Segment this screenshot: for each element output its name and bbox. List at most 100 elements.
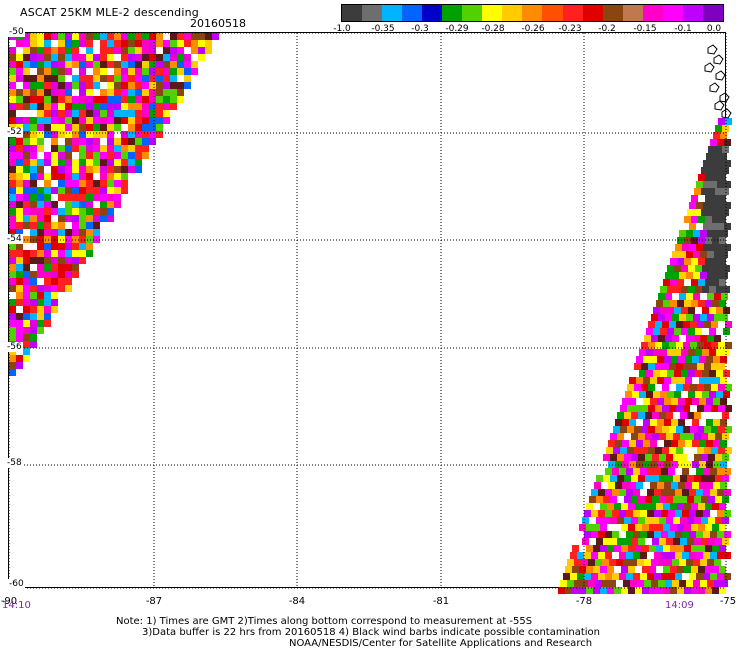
swath-cell [23,131,30,138]
swath-cell [710,510,717,517]
swath-cell [114,166,121,173]
swath-cell [51,110,58,117]
swath-cell [710,202,717,209]
swath-cell [641,447,648,454]
swath-cell [79,159,86,166]
color-scale-swatch [582,5,603,21]
swath-cell [652,517,659,524]
swath-cell [689,531,696,538]
color-scale-swatch [422,5,443,21]
swath-cell [16,110,23,117]
swath-cell [667,265,674,272]
swath-cell [30,117,37,124]
swath-cell [680,433,687,440]
swath-cell [107,187,114,194]
swath-cell [93,222,100,229]
swath-cell [668,489,675,496]
swath-cell [609,559,616,566]
swath-cell [681,349,688,356]
swath-cell [9,159,16,166]
swath-cell [657,440,664,447]
swath-cell [65,117,72,124]
swath-cell [666,538,673,545]
swath-cell [655,342,662,349]
swath-cell [44,75,51,82]
swath-cell [44,313,51,320]
swath-cell [114,138,121,145]
swath-cell [65,271,72,278]
swath-cell [694,412,701,419]
swath-cell [23,327,30,334]
swath-cell [696,202,703,209]
swath-cell [16,362,23,369]
swath-cell [652,412,659,419]
swath-cell [100,222,107,229]
swath-cell [107,166,114,173]
swath-cell [707,580,714,587]
swath-cell [100,152,107,159]
swath-cell [707,335,714,342]
swath-cell [149,89,156,96]
swath-cell [684,279,691,286]
swath-cell [135,152,142,159]
swath-cell [170,40,177,47]
swath-cell [86,152,93,159]
swath-cell [658,293,665,300]
swath-cell [631,433,638,440]
color-scale-label: -0.2 [598,24,616,34]
swath-cell [663,524,670,531]
swath-cell [640,573,647,580]
swath-cell [51,75,58,82]
swath-cell [72,264,79,271]
swath-cell [184,54,191,61]
swath-cell [9,40,16,47]
swath-cell [72,33,79,40]
swath-cell [72,131,79,138]
swath-cell [710,468,717,475]
swath-cell [107,180,114,187]
swath-cell [626,573,633,580]
swath-cell [23,285,30,292]
swath-cell [79,257,86,264]
swath-cell [724,531,731,538]
swath-cell [44,243,51,250]
swath-cell [65,138,72,145]
swath-cell [617,475,624,482]
swath-cell [704,426,711,433]
swath-cell [30,124,37,131]
swath-cell [65,194,72,201]
color-scale-label: -0.28 [481,24,505,34]
swath-cell [701,188,708,195]
swath-cell [666,517,673,524]
swath-cell [702,391,709,398]
swath-cell [698,216,705,223]
swath-cell [100,117,107,124]
swath-cell [612,552,619,559]
swath-cell [16,82,23,89]
swath-cell [679,251,686,258]
swath-cell [44,145,51,152]
swath-cell [707,251,714,258]
swath-cell [619,468,626,475]
swath-cell [635,566,642,573]
swath-cell [589,517,596,524]
swath-cell [719,545,726,552]
swath-cell [606,447,613,454]
swath-cell [65,96,72,103]
swath-cell [633,510,640,517]
swath-cell [72,187,79,194]
footer-note-1: Note: 1) Times are GMT 2)Times along bot… [116,616,533,627]
swath-cell [639,370,646,377]
swath-cell [704,405,711,412]
color-scale-swatch [402,5,423,21]
swath-cell [9,166,16,173]
swath-cell [37,138,44,145]
swath-cell [720,132,727,139]
color-scale-swatch [482,5,503,21]
swath-cell [572,587,579,594]
swath-cell [65,222,72,229]
swath-cell [685,461,692,468]
swath-cell [717,573,724,580]
swath-cell [30,54,37,61]
swath-cell [44,131,51,138]
